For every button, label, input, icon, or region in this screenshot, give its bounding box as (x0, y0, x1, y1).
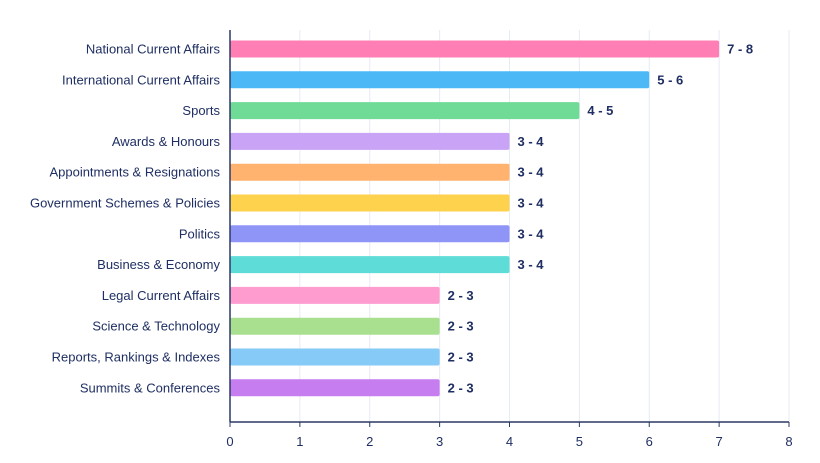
x-tick-label: 2 (366, 434, 373, 449)
category-label: Government Schemes & Policies (30, 196, 221, 211)
value-label: 3 - 4 (518, 165, 545, 180)
x-tick-label: 8 (785, 434, 792, 449)
x-tick-label: 4 (506, 434, 513, 449)
category-label: Legal Current Affairs (102, 288, 221, 303)
x-tick-label: 5 (576, 434, 583, 449)
category-label: Summits & Conferences (80, 380, 221, 395)
value-label: 3 - 4 (518, 196, 545, 211)
bar (230, 317, 440, 335)
bar (230, 286, 440, 304)
value-label: 5 - 6 (657, 72, 683, 87)
bar (230, 348, 440, 366)
bar (230, 163, 510, 181)
value-label: 7 - 8 (727, 42, 753, 57)
x-tick-label: 6 (646, 434, 653, 449)
x-tick-label: 3 (436, 434, 443, 449)
bar (230, 40, 720, 58)
bar (230, 71, 650, 89)
value-label: 3 - 4 (518, 226, 545, 241)
x-tick-label: 0 (226, 434, 233, 449)
value-label: 3 - 4 (518, 134, 545, 149)
value-label: 3 - 4 (518, 257, 545, 272)
bar (230, 379, 440, 397)
bar (230, 102, 580, 120)
category-label: International Current Affairs (62, 72, 221, 87)
value-label: 2 - 3 (448, 380, 474, 395)
bar (230, 256, 510, 274)
category-label: Business & Economy (97, 257, 220, 272)
x-tick-label: 7 (716, 434, 723, 449)
value-label: 4 - 5 (587, 103, 613, 118)
value-label: 2 - 3 (448, 350, 474, 365)
category-label: Awards & Honours (112, 134, 221, 149)
category-label: Science & Technology (92, 319, 220, 334)
bar (230, 225, 510, 243)
value-labels: 7 - 8 5 - 6 4 - 5 3 - 4 3 - 4 3 - 4 3 - 4 3 - 4… (448, 42, 754, 396)
bar (230, 132, 510, 150)
bar (230, 194, 510, 212)
category-label: National Current Affairs (86, 42, 221, 57)
x-tick-label: 1 (296, 434, 303, 449)
category-label: Sports (182, 103, 220, 118)
bars (230, 40, 720, 397)
category-labels: National Current Affairs International Cu… (30, 42, 221, 396)
category-label: Appointments & Resignations (49, 165, 220, 180)
axes: 0 1 2 3 4 5 6 7 8 (226, 30, 793, 449)
category-label: Politics (179, 226, 221, 241)
value-label: 2 - 3 (448, 319, 474, 334)
value-label: 2 - 3 (448, 288, 474, 303)
category-label: Reports, Rankings & Indexes (52, 350, 221, 365)
